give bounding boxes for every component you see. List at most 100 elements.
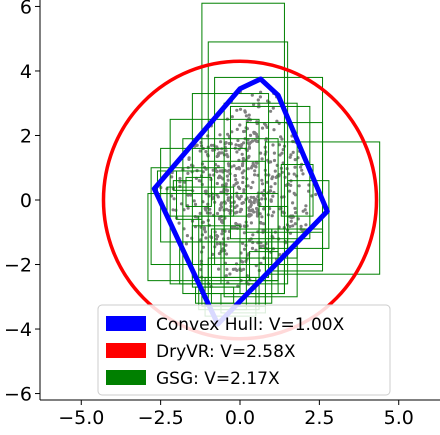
sample-point <box>189 193 193 197</box>
x-tick-label: 2.5 <box>304 407 334 429</box>
sample-point <box>235 167 239 171</box>
sample-point <box>273 182 277 186</box>
sample-point <box>220 201 224 205</box>
sample-point <box>304 204 308 208</box>
sample-point <box>271 143 275 147</box>
sample-point <box>224 149 228 153</box>
sample-point <box>217 252 221 256</box>
sample-point <box>241 162 245 166</box>
sample-point <box>242 129 246 134</box>
sample-point <box>253 131 257 135</box>
sample-point <box>240 171 244 175</box>
sample-point <box>214 237 219 241</box>
sample-point <box>260 126 265 130</box>
sample-point <box>253 164 258 168</box>
gsg-rectangle <box>166 186 235 217</box>
sample-point <box>259 244 263 249</box>
sample-point <box>230 115 234 119</box>
sample-point <box>226 178 230 182</box>
sample-point <box>262 222 266 226</box>
sample-point <box>272 151 276 155</box>
sample-point <box>292 172 296 176</box>
sample-point <box>244 114 248 118</box>
gsg-rectangle <box>195 286 235 304</box>
sample-point <box>243 110 247 114</box>
sample-point <box>204 236 208 240</box>
sample-point <box>293 158 297 162</box>
sample-point <box>184 242 188 246</box>
y-tick-label: 2 <box>20 125 32 147</box>
sample-point <box>239 194 243 198</box>
sample-point <box>291 201 295 205</box>
sample-point <box>246 167 250 171</box>
sample-point <box>270 214 274 218</box>
legend-swatch <box>106 316 146 331</box>
sample-point <box>260 178 264 182</box>
sample-point <box>204 189 208 193</box>
sample-point <box>280 137 284 141</box>
sample-point <box>215 145 219 149</box>
gsg-rectangle <box>185 176 212 207</box>
sample-point <box>273 169 277 173</box>
sample-point <box>178 176 182 181</box>
sample-point <box>289 183 293 187</box>
sample-point <box>252 195 256 200</box>
sample-point <box>260 215 264 219</box>
sample-point <box>254 248 258 252</box>
y-tick-label: 0 <box>20 190 32 212</box>
sample-point <box>288 189 292 193</box>
sample-point <box>218 169 222 173</box>
sample-point <box>221 229 225 233</box>
gsg-rectangle <box>176 170 203 220</box>
sample-point <box>249 195 253 199</box>
sample-point <box>226 196 230 200</box>
sample-point <box>206 134 210 138</box>
sample-point <box>224 188 228 192</box>
legend-swatch <box>106 370 146 385</box>
sample-point <box>213 230 217 234</box>
sample-point <box>261 244 265 248</box>
sample-point <box>251 161 255 165</box>
sample-point <box>226 162 231 166</box>
sample-point <box>272 128 276 132</box>
sample-point <box>259 151 263 155</box>
sample-point <box>271 194 275 198</box>
sample-point <box>252 210 256 214</box>
sample-point <box>208 173 212 177</box>
legend-label: GSG: V=2.17X <box>156 369 280 389</box>
y-tick-label: −4 <box>4 319 32 341</box>
sample-point <box>255 206 259 211</box>
sample-point <box>215 169 219 173</box>
sample-point <box>187 156 191 160</box>
legend-box <box>97 304 391 396</box>
x-tick-label: −2.5 <box>138 407 184 429</box>
sample-point <box>204 167 208 171</box>
sample-point <box>291 224 295 228</box>
sample-point <box>285 167 289 171</box>
sample-point <box>256 98 260 102</box>
sample-point <box>255 135 259 139</box>
sample-point <box>304 223 308 227</box>
sample-point <box>215 193 219 197</box>
sample-point <box>228 272 232 276</box>
sample-point <box>174 208 178 212</box>
legend: Convex Hull: V=1.00X DryVR: V=2.58X GSG: V… <box>97 304 391 396</box>
y-tick-label: −2 <box>4 255 32 277</box>
sample-point <box>199 238 203 242</box>
sample-point <box>201 170 205 174</box>
sample-point <box>242 188 246 192</box>
sample-point <box>250 246 255 250</box>
sample-point <box>208 211 212 215</box>
sample-point <box>215 242 219 246</box>
sample-point <box>225 267 229 271</box>
y-tick-label: −6 <box>4 384 32 406</box>
sample-point <box>235 268 239 272</box>
sample-point <box>252 201 256 205</box>
sample-point <box>226 155 230 159</box>
sample-point <box>224 243 228 247</box>
sample-point <box>275 174 280 178</box>
sample-point <box>240 152 244 156</box>
gsg-rectangle <box>245 122 324 233</box>
sample-point <box>247 208 251 212</box>
